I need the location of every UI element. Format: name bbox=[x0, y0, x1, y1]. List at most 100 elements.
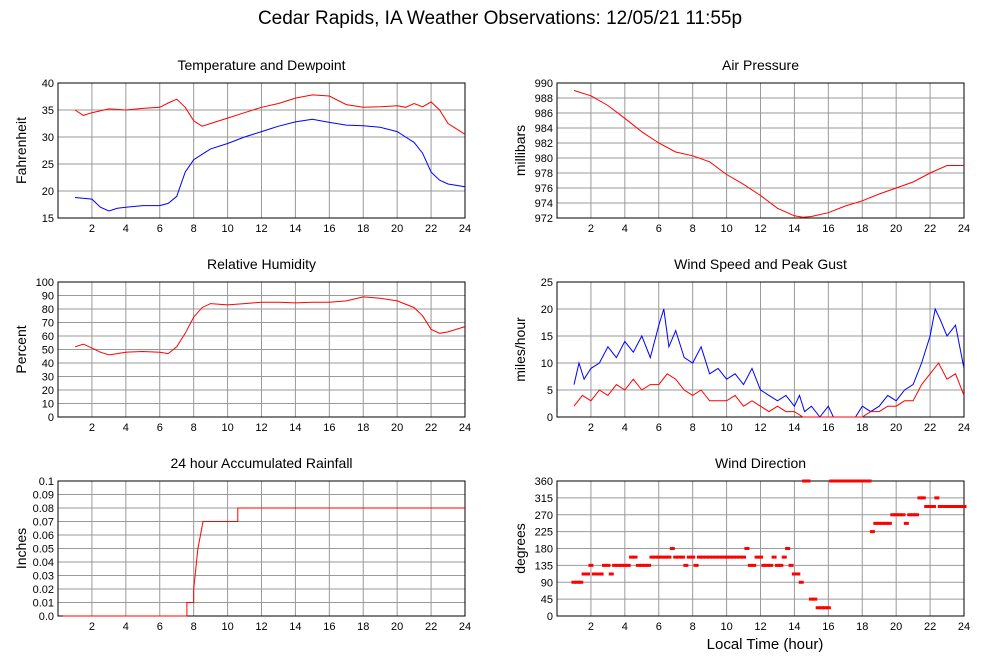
direction-point bbox=[917, 496, 923, 500]
direction-point bbox=[693, 563, 699, 567]
rain-y-tick-label: 0.09 bbox=[33, 490, 54, 502]
direction-point bbox=[958, 505, 964, 508]
rain-x-tick-label: 14 bbox=[289, 621, 301, 633]
direction-point bbox=[937, 505, 943, 508]
direction-point bbox=[747, 563, 753, 567]
direction-point bbox=[852, 479, 858, 483]
direction-y-tick-label: 360 bbox=[535, 476, 553, 488]
direction-point bbox=[574, 580, 580, 584]
humidity-title: Relative Humidity bbox=[207, 256, 316, 272]
humidity-x-tick-label: 22 bbox=[425, 422, 437, 434]
direction-point bbox=[947, 505, 953, 508]
direction-point bbox=[710, 555, 716, 559]
temp-y-tick-label: 35 bbox=[42, 105, 54, 117]
direction-point bbox=[832, 479, 838, 483]
temp-x-tick-label: 8 bbox=[191, 223, 197, 235]
direction-point bbox=[642, 563, 648, 567]
direction-point bbox=[842, 479, 848, 483]
temp-title: Temperature and Dewpoint bbox=[177, 57, 345, 73]
wind-x-tick-label: 22 bbox=[924, 422, 936, 434]
direction-x-tick-label: 4 bbox=[622, 621, 628, 633]
direction-point bbox=[849, 479, 855, 483]
rain-x-tick-label: 24 bbox=[459, 621, 471, 633]
direction-point bbox=[900, 513, 906, 517]
direction-point bbox=[863, 479, 869, 483]
rain-x-tick-label: 10 bbox=[221, 621, 233, 633]
direction-point bbox=[839, 479, 845, 483]
wind-x-tick-label: 18 bbox=[856, 422, 868, 434]
direction-point bbox=[873, 521, 879, 525]
direction-point bbox=[730, 555, 736, 559]
direction-point bbox=[686, 555, 692, 559]
temp-x-tick-label: 16 bbox=[323, 223, 335, 235]
direction-point bbox=[819, 606, 825, 610]
humidity-y-tick-label: 70 bbox=[42, 318, 54, 330]
humidity-y-tick-label: 100 bbox=[36, 277, 54, 289]
direction-point bbox=[588, 563, 594, 567]
temp-y-tick-label: 30 bbox=[42, 132, 54, 144]
direction-point bbox=[914, 513, 920, 517]
pressure-y-label: millibars bbox=[512, 125, 528, 176]
rain-title: 24 hour Accumulated Rainfall bbox=[170, 455, 352, 471]
direction-point bbox=[612, 563, 618, 567]
wind-x-tick-label: 2 bbox=[588, 422, 594, 434]
direction-point bbox=[608, 572, 614, 576]
direction-point bbox=[761, 563, 767, 567]
rain-series-line-1 bbox=[63, 507, 465, 617]
direction-point bbox=[927, 505, 933, 508]
humidity-x-tick-label: 12 bbox=[255, 422, 267, 434]
direction-point bbox=[615, 563, 621, 567]
direction-point bbox=[605, 563, 611, 567]
temp-y-label: Fahrenheit bbox=[13, 117, 29, 184]
temp-y-tick-label: 40 bbox=[42, 78, 54, 90]
humidity-series-line-1 bbox=[74, 296, 466, 356]
humidity-y-tick-label: 20 bbox=[42, 385, 54, 397]
direction-point bbox=[859, 479, 865, 483]
direction-x-tick-label: 24 bbox=[958, 621, 970, 633]
direction-point bbox=[869, 530, 875, 534]
direction-x-tick-label: 14 bbox=[788, 621, 800, 633]
pressure-x-tick-label: 16 bbox=[822, 223, 834, 235]
humidity-x-tick-label: 16 bbox=[323, 422, 335, 434]
direction-point bbox=[585, 572, 591, 576]
humidity-x-tick-label: 8 bbox=[191, 422, 197, 434]
direction-point bbox=[781, 555, 787, 559]
humidity-y-tick-label: 0 bbox=[48, 412, 54, 424]
temp-series-line-2 bbox=[74, 118, 466, 212]
temp-y-tick-label: 15 bbox=[42, 213, 54, 225]
pressure-x-tick-label: 10 bbox=[720, 223, 732, 235]
page-title: Cedar Rapids, IA Weather Observations: 1… bbox=[257, 8, 743, 29]
wind-y-tick-label: 10 bbox=[541, 358, 553, 370]
rain-x-tick-label: 22 bbox=[425, 621, 437, 633]
direction-point bbox=[764, 563, 770, 567]
pressure-y-tick-label: 972 bbox=[535, 213, 553, 225]
direction-point bbox=[829, 479, 835, 483]
direction-point bbox=[656, 555, 662, 559]
direction-point bbox=[815, 606, 821, 610]
direction-point bbox=[707, 555, 713, 559]
wind-y-label: miles/hour bbox=[512, 317, 528, 382]
pressure-x-tick-label: 4 bbox=[622, 223, 628, 235]
temp-x-tick-label: 22 bbox=[425, 223, 437, 235]
direction-point bbox=[649, 555, 655, 559]
wind-series-line-2 bbox=[573, 362, 965, 418]
humidity-x-tick-label: 4 bbox=[123, 422, 129, 434]
direction-y-tick-label: 45 bbox=[541, 594, 553, 606]
direction-point bbox=[683, 563, 689, 567]
direction-y-tick-label: 135 bbox=[535, 560, 553, 572]
direction-point bbox=[846, 479, 852, 483]
direction-title: Wind Direction bbox=[715, 455, 806, 471]
direction-point bbox=[774, 563, 780, 567]
pressure-x-tick-label: 22 bbox=[924, 223, 936, 235]
direction-point bbox=[944, 505, 950, 508]
humidity-y-tick-label: 10 bbox=[42, 399, 54, 411]
direction-point bbox=[876, 521, 882, 525]
direction-point bbox=[798, 580, 804, 584]
direction-point bbox=[673, 555, 679, 559]
direction-point bbox=[951, 505, 957, 508]
direction-x-tick-label: 10 bbox=[720, 621, 732, 633]
pressure-x-tick-label: 12 bbox=[754, 223, 766, 235]
direction-point bbox=[591, 572, 597, 576]
temp-x-tick-label: 18 bbox=[357, 223, 369, 235]
direction-point bbox=[601, 563, 607, 567]
